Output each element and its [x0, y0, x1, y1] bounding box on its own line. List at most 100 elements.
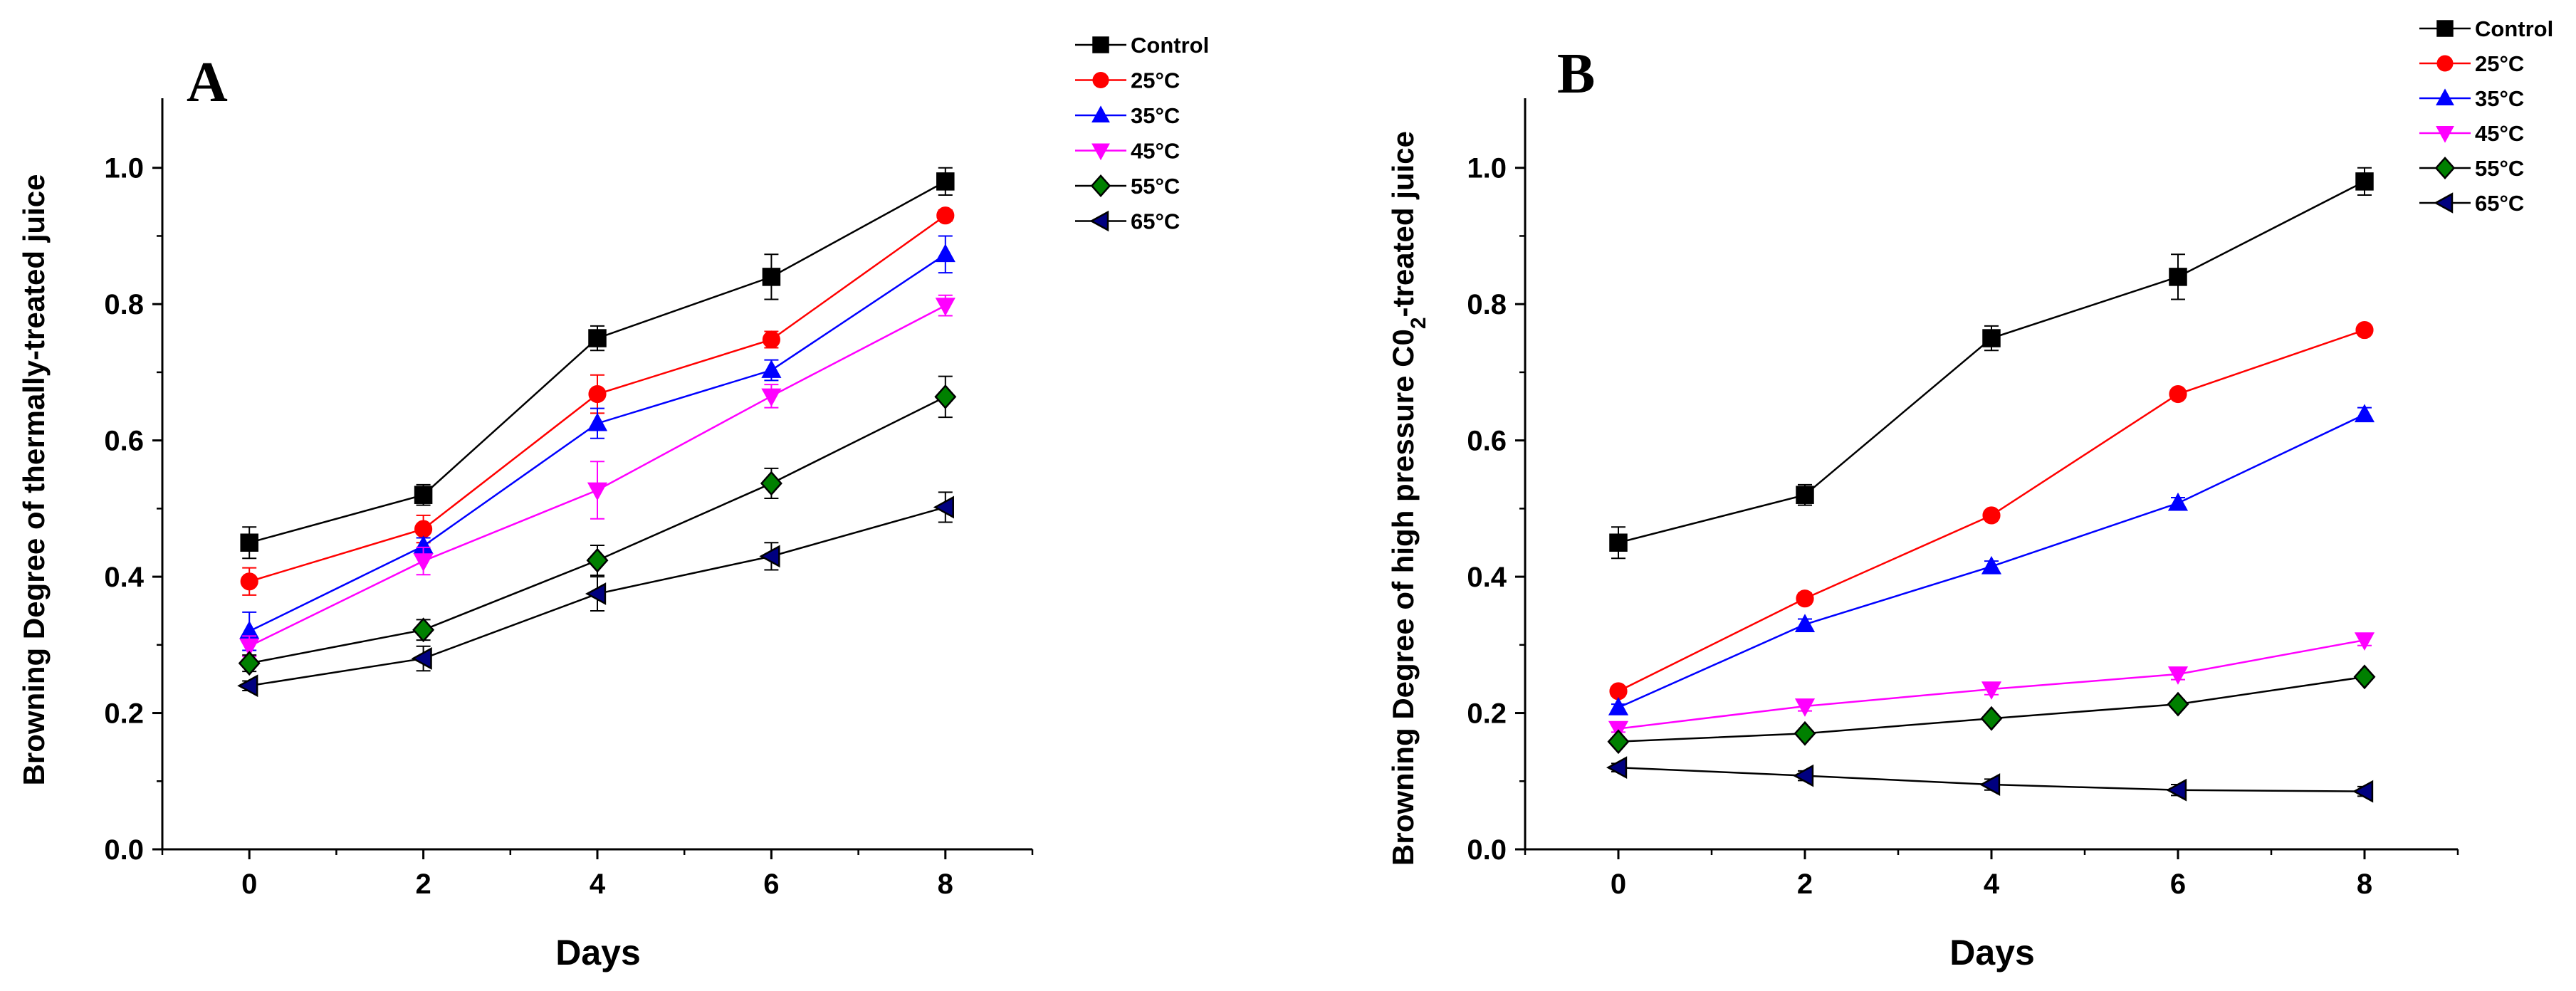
panel-b-series-55-c-marker [2353, 664, 2376, 690]
panel-a-series [237, 167, 957, 698]
panel-b-series-control-marker [2169, 268, 2187, 286]
panel-b-series-65-c-marker [1979, 773, 2001, 796]
panel-b-series-65-c [1606, 756, 2374, 803]
panel-a-series-25-c-marker [588, 384, 607, 404]
panel-a-series-45-c [239, 294, 955, 658]
panel-b-axes: 0.0 0.2 0.4 0.6 0.8 1.0 0 2 4 6 8 [1467, 98, 2459, 900]
panel-b-series-45-c-marker [2167, 666, 2189, 685]
panel-b-series-25-c-marker [2169, 384, 2187, 404]
panel-a-legend-item-65-c: 65°C [1075, 209, 1180, 234]
panel-b-x-tick-label: 0 [1611, 869, 1626, 900]
panel-a-legend-item-65-c-label: 65°C [1131, 209, 1180, 234]
panel-a-y-tick-label: 0.6 [104, 426, 144, 457]
panel-b-y-axis-title: Browning Degree of high pressure C02-tre… [1386, 131, 1430, 866]
panel-a-legend-item-65-c-marker [1089, 210, 1109, 232]
panel-a-series-25-c-marker [240, 572, 258, 591]
panel-a-series-25-c-marker [414, 520, 433, 538]
panel-b-x-tick-label: 8 [2357, 869, 2372, 900]
panel-b-series-65-c-marker [2352, 780, 2374, 803]
panel-a-legend: Control 25°C 35°C 45°C 55°C 65°C [1075, 33, 1209, 234]
panel-b-series-35-c-marker [2354, 404, 2375, 423]
panel-a-series-55-c-marker [586, 547, 609, 573]
panel-b-series-25-c-marker [1982, 506, 2001, 525]
panel-a-y-tick-label: 0.8 [104, 289, 144, 320]
panel-a-series-65-c-marker [411, 647, 432, 670]
panel-a-legend-item-55-c: 55°C [1075, 174, 1180, 199]
panel-b-legend-item-35-c-marker [2436, 88, 2454, 105]
panel-a-x-tick-label: 6 [763, 869, 779, 900]
panel-a-label: A [187, 51, 228, 114]
panel-a-series-65-c-marker [237, 674, 258, 698]
panel-b-series-35-c-marker [1794, 614, 1816, 632]
panel-b-legend-item-25-c-label: 25°C [2475, 51, 2524, 76]
panel-b-series-control [1609, 167, 2374, 560]
panel-a-y-tick-label: 0.0 [104, 834, 144, 866]
panel-a-series-45-c-marker [761, 388, 782, 407]
panel-a-series-control-marker [414, 486, 433, 504]
panel-a: A Days Browning Degree of thermally-trea… [17, 33, 1209, 972]
panel-b-series-55-c [1607, 664, 2376, 755]
panel-b-label: B [1557, 43, 1595, 105]
panel-a-y-tick-label: 0.2 [104, 698, 144, 730]
panel-b-series-control-marker [1982, 329, 2001, 347]
panel-b-legend-item-45-c-label: 45°C [2475, 121, 2524, 146]
panel-a-series-35-c-marker [935, 243, 955, 263]
panel-a-series-35-c-marker [587, 412, 608, 431]
panel-b-legend-item-45-c-marker [2436, 126, 2454, 143]
panel-a-series-control-marker [588, 329, 607, 347]
panel-b-legend-item-25-c: 25°C [2419, 51, 2524, 76]
panel-b-x-tick-label: 4 [1984, 869, 2000, 900]
panel-b-series-45-c-marker [1981, 681, 2002, 700]
panel-a-legend-item-35-c-marker [1091, 105, 1110, 122]
panel-b-y-tick-label: 0.4 [1467, 562, 1507, 593]
panel-b-x-tick-label: 6 [2170, 869, 2186, 900]
panel-a-legend-item-control: Control [1075, 33, 1209, 58]
panel-b-y-axis-title-part: 2 [1407, 317, 1430, 329]
panel-b-legend-item-55-c: 55°C [2419, 156, 2524, 181]
panel-b-legend-item-control: Control [2419, 16, 2553, 41]
panel-b-legend: Control 25°C 35°C 45°C 55°C 65°C [2419, 16, 2553, 216]
panel-a-y-axis-title-part: Browning Degree of thermally-treated jui… [17, 174, 51, 786]
panel-b-legend-item-35-c-label: 35°C [2475, 86, 2524, 111]
panel-b-series-65-c-marker [1793, 764, 1814, 787]
panel-a-series-55-c [238, 375, 957, 676]
panel-a-legend-item-control-marker [1092, 36, 1109, 53]
panel-a-legend-item-35-c: 35°C [1075, 103, 1180, 128]
panel-b-series-35-c [1608, 404, 2375, 715]
panel-a-x-tick-label: 2 [415, 869, 431, 900]
panel-b-x-tick-label: 2 [1797, 869, 1813, 900]
panel-a-series-control-marker [240, 533, 258, 552]
panel-a-y-tick-label: 1.0 [104, 153, 144, 184]
panel-b-series-65-c-marker [2166, 778, 2187, 802]
panel-a-series-45-c-marker [935, 298, 955, 316]
panel-b-series-45-c-marker [2354, 632, 2375, 651]
panel-a-series-55-c-marker [934, 384, 957, 409]
panel-a-x-tick-label: 8 [938, 869, 953, 900]
panel-b-series-35-c-marker [1981, 555, 2002, 575]
panel-a-axes: 0.0 0.2 0.4 0.6 0.8 1.0 0 2 4 6 8 [104, 98, 1034, 900]
panel-a-series-65-c-marker [759, 545, 780, 568]
panel-b-series-control-marker [1609, 533, 1628, 552]
panel-b-legend-item-control-marker [2436, 20, 2454, 37]
panel-b: B Days Browning Degree of high pressure … [1386, 16, 2553, 972]
panel-a-x-tick-label: 4 [590, 869, 606, 900]
panel-b-series-control-marker [1796, 486, 1814, 504]
panel-b-y-axis-title-part: -treated juice [1386, 131, 1420, 317]
panel-b-x-axis-title: Days [1949, 933, 2035, 972]
panel-a-legend-item-55-c-marker [1090, 174, 1111, 198]
panel-a-series-45-c-marker [239, 638, 260, 657]
panel-b-y-tick-label: 0.8 [1467, 289, 1507, 320]
panel-b-series-55-c-marker [1794, 720, 1816, 746]
panel-a-legend-item-55-c-label: 55°C [1131, 174, 1180, 199]
panel-a-series-45-c-marker [413, 553, 434, 572]
panel-a-legend-item-35-c-label: 35°C [1131, 103, 1180, 128]
panel-b-series-35-c-marker [1608, 697, 1629, 715]
panel-a-series-35-c-marker [761, 360, 782, 378]
panel-a-x-tick-label: 0 [241, 869, 257, 900]
panel-b-series-55-c-marker [1980, 706, 2003, 731]
panel-a-legend-item-25-c: 25°C [1075, 68, 1180, 93]
panel-a-legend-item-control-label: Control [1131, 33, 1209, 58]
panel-b-legend-item-65-c-label: 65°C [2475, 191, 2524, 216]
